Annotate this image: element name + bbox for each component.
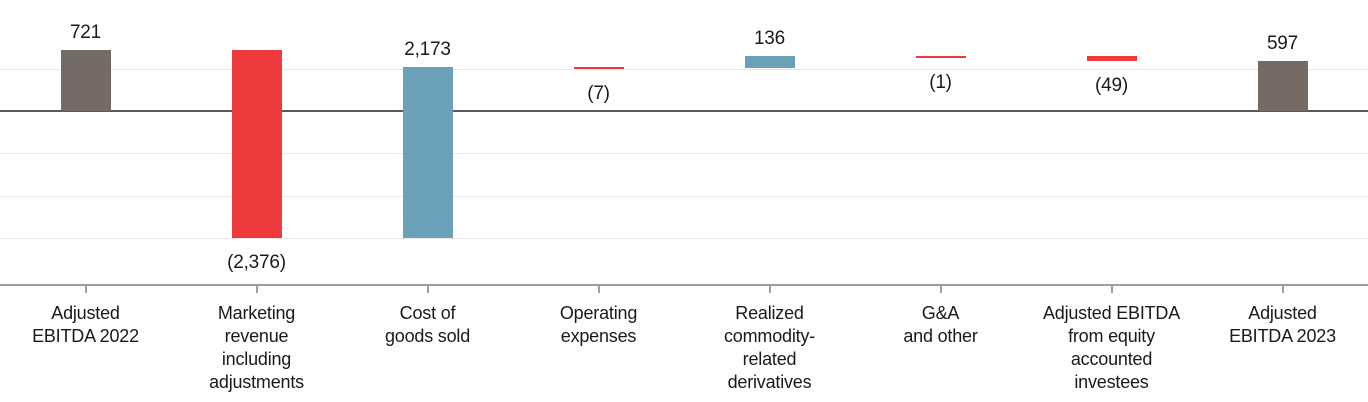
category-label-line: related [742,349,797,369]
axis-tick [768,286,771,293]
bar-value-label: 721 [69,22,102,44]
category-label: Operating expenses [560,302,637,348]
bar-total [60,50,111,111]
bar-value-label: 597 [1266,32,1299,54]
bar-increase [744,56,795,68]
category-label-line: G&A [921,303,960,323]
gridline [0,69,1368,70]
category-label-line: Realized [735,303,804,323]
category-label: Cost of goods sold [385,302,470,348]
category-label: Realized commodity-related derivatives [724,302,815,394]
bar-decrease [915,56,966,59]
bar-decrease [231,50,282,238]
axis-tick [84,286,87,293]
category-label-line: and other [903,326,978,346]
axis-tick [255,286,258,293]
category-label-line: expenses [560,326,637,346]
category-label: Marketing revenue including adjustments [209,302,304,394]
category-label-line: EBITDA 2022 [32,326,139,346]
category-label-line: Adjusted EBITDA [1042,303,1181,323]
gridline [0,238,1368,239]
category-label: G&A and other [903,302,977,348]
bar-value-label: 2,173 [404,39,451,61]
category-label-line: Cost of [399,303,456,323]
category-label-line: commodity- [723,326,816,346]
bar-value-label: (2,376) [227,251,286,273]
bar-increase [402,67,453,238]
category-label-line: derivatives [727,372,812,392]
bar-value-label: (49) [1095,74,1128,96]
axis-tick [1281,286,1284,293]
axis-tick [939,286,942,293]
axis-tick [1110,286,1113,293]
bar-total [1257,60,1308,111]
category-label-line: EBITDA 2023 [1229,326,1336,346]
bar-value-label: (7) [587,83,610,105]
zero-axis-line [0,110,1368,112]
category-label-line: investees [1074,372,1149,392]
category-label-line: revenue [224,326,289,346]
bar-value-label: 136 [753,28,786,50]
category-label-line: adjustments [209,372,304,392]
category-label: Adjusted EBITDA 2022 [32,302,139,348]
category-label-line: accounted [1070,349,1153,369]
category-label-line: including [221,349,292,369]
category-label-line: Marketing [217,303,296,323]
bar-value-label: (1) [929,72,952,94]
category-label-line: goods sold [384,326,471,346]
category-axis-line [0,284,1368,286]
category-label-line: Operating [559,303,638,323]
bar-decrease [1086,56,1137,61]
category-label: Adjusted EBITDA 2023 [1229,302,1336,348]
category-label: Adjusted EBITDA from equity accounted inves… [1043,302,1180,394]
gridline [0,196,1368,197]
axis-tick [597,286,600,293]
gridline [0,153,1368,154]
bar-decrease [573,67,624,70]
category-label-line: Adjusted [1248,303,1317,323]
category-label-line: Adjusted [51,303,120,323]
axis-tick [426,286,429,293]
category-label-line: from equity [1068,326,1155,346]
